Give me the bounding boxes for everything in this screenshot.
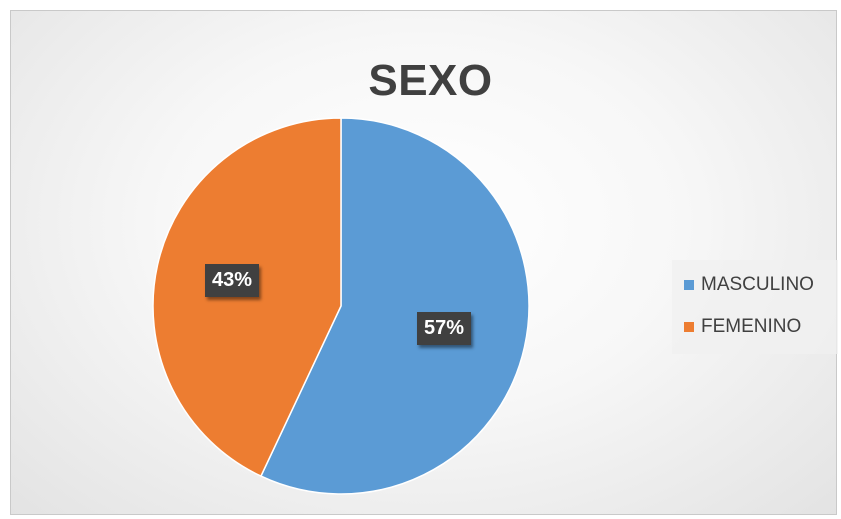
legend-swatch-femenino	[684, 322, 694, 332]
legend-item-femenino: FEMENINO	[684, 316, 801, 338]
legend: MASCULINO FEMENINO	[672, 260, 838, 354]
pie-slice-femenino	[152, 117, 342, 478]
chart-title: SEXO	[368, 56, 493, 105]
legend-item-masculino: MASCULINO	[684, 274, 814, 296]
data-label-masculino: 57%	[417, 312, 472, 345]
legend-swatch-masculino	[684, 280, 694, 290]
legend-label-masculino: MASCULINO	[701, 274, 814, 295]
data-label-femenino: 43%	[205, 264, 260, 297]
legend-label-femenino: FEMENINO	[701, 316, 802, 337]
pie-slice-masculino	[259, 117, 530, 495]
